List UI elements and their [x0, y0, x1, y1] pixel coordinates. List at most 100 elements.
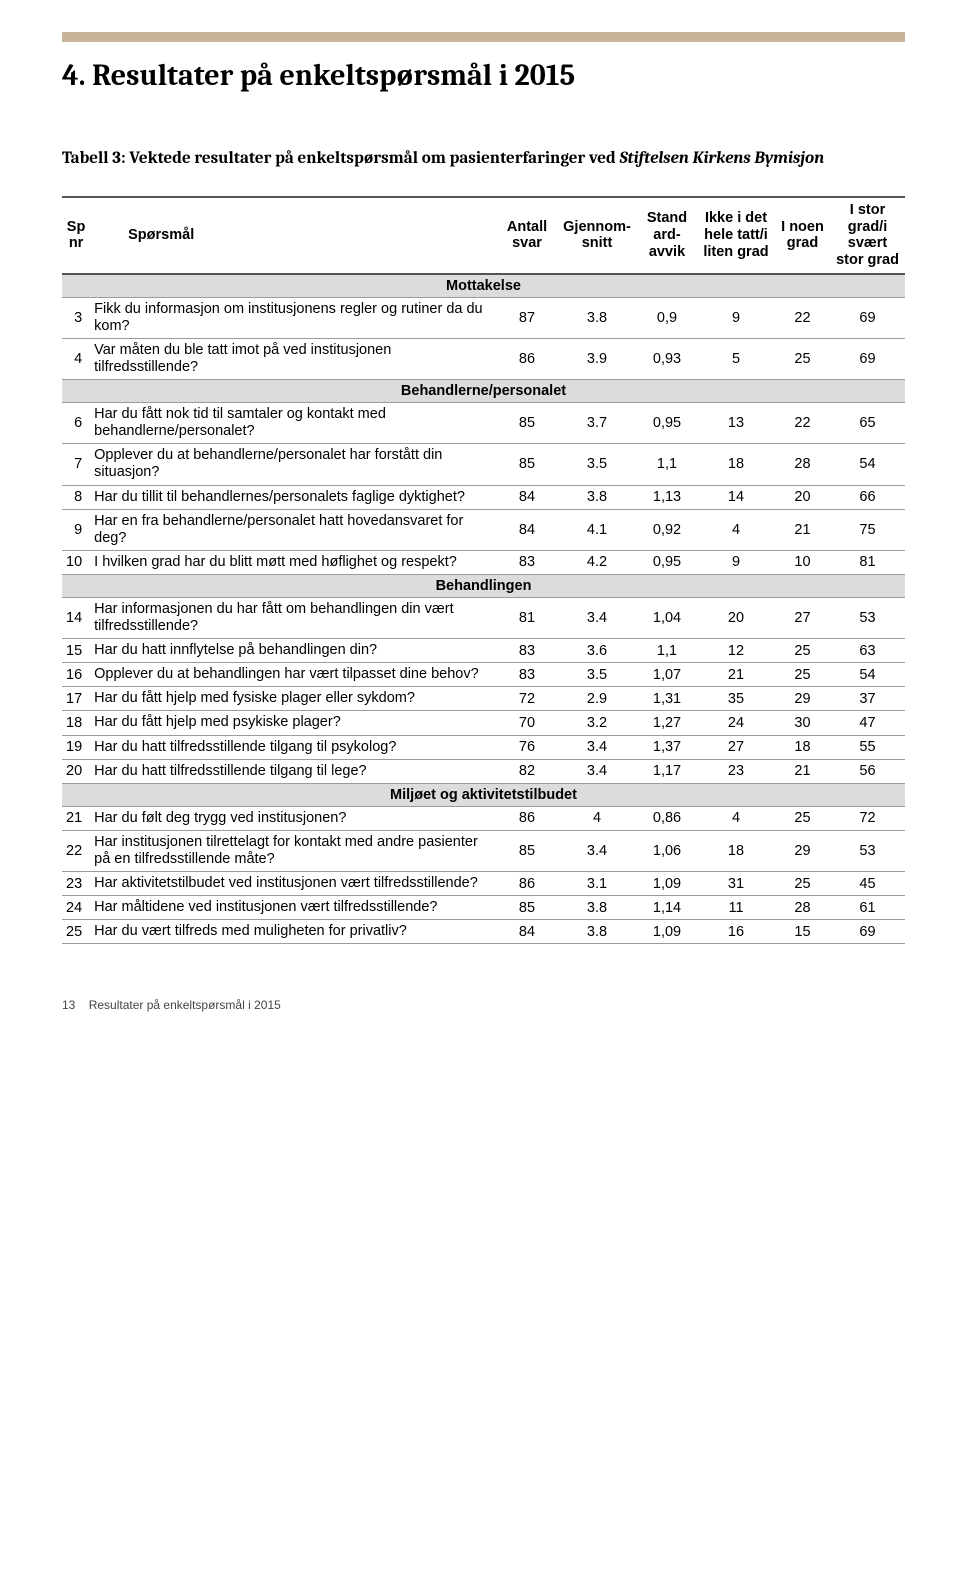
- cell-antall: 81: [497, 597, 557, 638]
- cell-nr: 24: [62, 896, 90, 920]
- cell-noen: 10: [775, 550, 830, 574]
- cell-ikke: 14: [697, 485, 775, 509]
- cell-gj: 3.4: [557, 759, 637, 783]
- cell-noen: 25: [775, 639, 830, 663]
- cell-gj: 3.8: [557, 896, 637, 920]
- cell-antall: 83: [497, 663, 557, 687]
- footer-page-number: 13: [62, 998, 75, 1012]
- cell-stor: 66: [830, 485, 905, 509]
- cell-antall: 84: [497, 485, 557, 509]
- cell-ikke: 4: [697, 509, 775, 550]
- cell-nr: 16: [62, 663, 90, 687]
- cell-std: 1,06: [637, 830, 697, 871]
- section-label: Miljøet og aktivitetstilbudet: [62, 783, 905, 806]
- cell-gj: 3.4: [557, 597, 637, 638]
- col-stand: Standard-avvik: [637, 197, 697, 274]
- cell-antall: 82: [497, 759, 557, 783]
- cell-stor: 53: [830, 597, 905, 638]
- cell-q: Var måten du ble tatt imot på ved instit…: [90, 338, 497, 379]
- cell-antall: 83: [497, 639, 557, 663]
- cell-antall: 72: [497, 687, 557, 711]
- section-header-row: Behandlingen: [62, 574, 905, 597]
- cell-gj: 3.6: [557, 639, 637, 663]
- cell-nr: 10: [62, 550, 90, 574]
- cell-nr: 19: [62, 735, 90, 759]
- cell-q: Har informasjonen du har fått om behandl…: [90, 597, 497, 638]
- cell-ikke: 23: [697, 759, 775, 783]
- table-row: 23Har aktivitetstilbudet ved institusjon…: [62, 872, 905, 896]
- top-rule: [62, 32, 905, 42]
- cell-noen: 29: [775, 830, 830, 871]
- cell-noen: 18: [775, 735, 830, 759]
- cell-stor: 47: [830, 711, 905, 735]
- cell-ikke: 13: [697, 403, 775, 444]
- cell-nr: 15: [62, 639, 90, 663]
- table-row: 3Fikk du informasjon om institusjonens r…: [62, 297, 905, 338]
- section-header-row: Mottakelse: [62, 274, 905, 298]
- cell-std: 1,07: [637, 663, 697, 687]
- cell-noen: 20: [775, 485, 830, 509]
- table-row: 20Har du hatt tilfredsstillende tilgang …: [62, 759, 905, 783]
- cell-gj: 4.1: [557, 509, 637, 550]
- col-stor: I storgrad/isværtstor grad: [830, 197, 905, 274]
- cell-std: 1,04: [637, 597, 697, 638]
- cell-gj: 2.9: [557, 687, 637, 711]
- cell-gj: 3.4: [557, 830, 637, 871]
- caption-institution: Stiftelsen Kirkens Bymisjon: [619, 149, 824, 168]
- cell-ikke: 5: [697, 338, 775, 379]
- cell-ikke: 18: [697, 830, 775, 871]
- cell-stor: 54: [830, 663, 905, 687]
- cell-antall: 87: [497, 297, 557, 338]
- cell-nr: 23: [62, 872, 90, 896]
- cell-q: Har du vært tilfreds med muligheten for …: [90, 920, 497, 944]
- col-antall: Antallsvar: [497, 197, 557, 274]
- cell-gj: 3.8: [557, 920, 637, 944]
- cell-q: Har du følt deg trygg ved institusjonen?: [90, 806, 497, 830]
- cell-std: 0,95: [637, 403, 697, 444]
- col-sporsmal: Spørsmål: [90, 197, 497, 274]
- results-table: Spnr Spørsmål Antallsvar Gjennom-snitt S…: [62, 196, 905, 945]
- table-row: 10I hvilken grad har du blitt møtt med h…: [62, 550, 905, 574]
- footer-text: Resultater på enkeltspørsmål i 2015: [89, 998, 281, 1012]
- page-footer: 13 Resultater på enkeltspørsmål i 2015: [62, 998, 905, 1012]
- cell-stor: 75: [830, 509, 905, 550]
- cell-stor: 53: [830, 830, 905, 871]
- cell-std: 1,1: [637, 444, 697, 485]
- section-header-row: Behandlerne/personalet: [62, 380, 905, 403]
- cell-q: Har du fått nok tid til samtaler og kont…: [90, 403, 497, 444]
- cell-antall: 83: [497, 550, 557, 574]
- cell-noen: 25: [775, 806, 830, 830]
- cell-gj: 3.2: [557, 711, 637, 735]
- cell-std: 1,31: [637, 687, 697, 711]
- cell-std: 1,27: [637, 711, 697, 735]
- cell-nr: 6: [62, 403, 90, 444]
- cell-antall: 86: [497, 872, 557, 896]
- cell-gj: 3.5: [557, 663, 637, 687]
- cell-antall: 76: [497, 735, 557, 759]
- cell-stor: 37: [830, 687, 905, 711]
- table-row: 7Opplever du at behandlerne/personalet h…: [62, 444, 905, 485]
- cell-gj: 3.8: [557, 485, 637, 509]
- table-body: Mottakelse3Fikk du informasjon om instit…: [62, 274, 905, 944]
- cell-stor: 72: [830, 806, 905, 830]
- cell-gj: 3.4: [557, 735, 637, 759]
- cell-std: 0,92: [637, 509, 697, 550]
- cell-q: Opplever du at behandlerne/personalet ha…: [90, 444, 497, 485]
- cell-antall: 86: [497, 338, 557, 379]
- cell-std: 1,14: [637, 896, 697, 920]
- cell-stor: 55: [830, 735, 905, 759]
- cell-noen: 15: [775, 920, 830, 944]
- cell-noen: 29: [775, 687, 830, 711]
- table-row: 16Opplever du at behandlingen har vært t…: [62, 663, 905, 687]
- cell-nr: 21: [62, 806, 90, 830]
- cell-q: Har du fått hjelp med fysiske plager ell…: [90, 687, 497, 711]
- cell-q: Opplever du at behandlingen har vært til…: [90, 663, 497, 687]
- cell-gj: 4.2: [557, 550, 637, 574]
- cell-nr: 17: [62, 687, 90, 711]
- cell-noen: 30: [775, 711, 830, 735]
- cell-nr: 9: [62, 509, 90, 550]
- cell-std: 1,13: [637, 485, 697, 509]
- cell-gj: 3.9: [557, 338, 637, 379]
- col-gjennom: Gjennom-snitt: [557, 197, 637, 274]
- col-ikke: Ikke i dethele tatt/iliten grad: [697, 197, 775, 274]
